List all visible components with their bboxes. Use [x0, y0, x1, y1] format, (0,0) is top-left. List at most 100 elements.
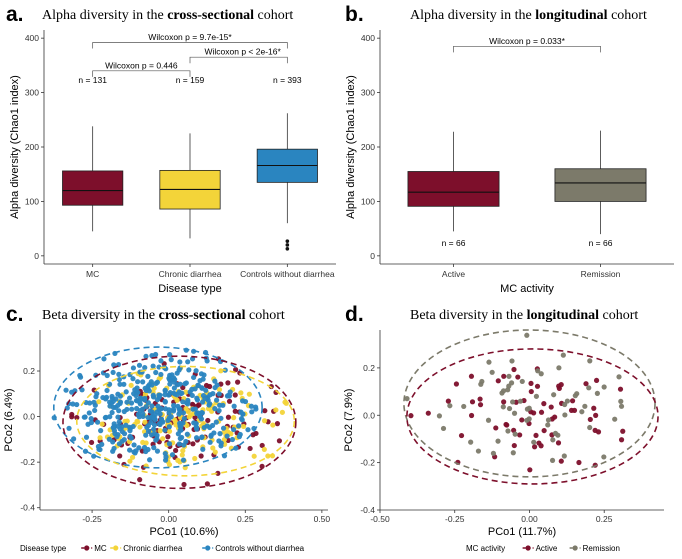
point-controls-without-diarrhea	[109, 409, 115, 416]
point-controls-without-diarrhea	[162, 398, 168, 405]
point-mc	[232, 408, 238, 414]
y-tick-label: -0.4	[360, 505, 375, 515]
point-chronic-diarrhea	[180, 448, 186, 454]
point-active	[533, 432, 539, 439]
point-controls-without-diarrhea	[77, 372, 83, 379]
point-controls-without-diarrhea	[130, 376, 136, 382]
point-active	[538, 443, 544, 449]
legend-swatch	[205, 545, 211, 551]
point-controls-without-diarrhea	[116, 441, 123, 447]
ellipse-remission	[403, 329, 656, 478]
x-tick-label: 0.00	[160, 514, 177, 524]
legend-title: Disease type	[20, 544, 67, 553]
point-controls-without-diarrhea	[111, 445, 117, 452]
point-controls-without-diarrhea	[199, 434, 205, 441]
y-axis-title: Alpha diversity (Chao1 index)	[9, 75, 21, 219]
point-controls-without-diarrhea	[172, 391, 178, 397]
point-controls-without-diarrhea	[198, 371, 205, 377]
y-tick-label: 300	[25, 88, 39, 98]
point-remission	[562, 412, 568, 418]
point-chronic-diarrhea	[175, 457, 181, 463]
point-mc	[205, 417, 211, 424]
point-active	[408, 413, 414, 419]
point-controls-without-diarrhea	[110, 369, 116, 376]
comparison-bracket	[453, 45, 601, 53]
y-tick-label: 100	[361, 196, 375, 206]
point-controls-without-diarrhea	[253, 404, 259, 410]
point-remission	[526, 405, 532, 411]
point-mc	[225, 380, 231, 386]
point-active	[595, 429, 602, 435]
point-controls-without-diarrhea	[245, 427, 251, 433]
point-controls-without-diarrhea	[208, 433, 214, 439]
point-active	[477, 402, 484, 408]
point-active	[425, 410, 431, 416]
point-controls-without-diarrhea	[158, 358, 164, 364]
point-controls-without-diarrhea	[92, 407, 98, 414]
panel-b-boxplot: 0 100 200 300 400 Active Remission MC activity A…	[345, 30, 674, 295]
point-controls-without-diarrhea	[199, 385, 205, 391]
point-controls-without-diarrhea	[111, 362, 117, 368]
point-remission	[461, 403, 467, 410]
point-controls-without-diarrhea	[115, 414, 121, 420]
ellipse-active	[406, 348, 659, 485]
point-mc	[137, 477, 143, 483]
point-controls-without-diarrhea	[194, 395, 200, 401]
y-tick-label: 0	[34, 251, 39, 261]
point-controls-without-diarrhea	[225, 392, 231, 399]
point-remission	[618, 398, 624, 404]
point-controls-without-diarrhea	[149, 409, 155, 415]
point-active	[558, 458, 564, 464]
x-tick-label: Controls without diarrhea	[240, 269, 335, 279]
point-chronic-diarrhea	[221, 429, 227, 435]
point-controls-without-diarrhea	[93, 372, 99, 378]
legend-label: Controls without diarrhea	[215, 544, 304, 553]
point-mc	[204, 481, 210, 487]
point-mc	[198, 453, 204, 459]
point-controls-without-diarrhea	[166, 410, 172, 416]
point-mc	[117, 453, 123, 459]
point-remission	[545, 417, 552, 423]
point-controls-without-diarrhea	[174, 370, 180, 376]
point-remission	[586, 385, 592, 391]
point-controls-without-diarrhea	[192, 406, 199, 412]
x-axis-title: PCo1 (10.6%)	[149, 526, 218, 538]
point-remission	[440, 425, 447, 432]
point-mc	[181, 481, 187, 488]
point-remission	[506, 373, 512, 379]
y-tick-label: 0.0	[363, 410, 375, 420]
legend-label: Active	[536, 544, 558, 553]
point-remission	[524, 332, 530, 338]
x-tick-label: 0.25	[596, 514, 613, 524]
point-chronic-diarrhea	[251, 453, 257, 459]
point-controls-without-diarrhea	[214, 397, 220, 403]
point-remission	[447, 403, 453, 409]
y-tick-label: 0	[370, 251, 375, 261]
point-active	[453, 381, 460, 387]
point-controls-without-diarrhea	[149, 403, 155, 409]
point-controls-without-diarrhea	[162, 457, 169, 463]
point-controls-without-diarrhea	[176, 441, 182, 447]
point-controls-without-diarrhea	[135, 389, 141, 396]
point-controls-without-diarrhea	[127, 428, 133, 434]
point-controls-without-diarrhea	[153, 380, 159, 386]
point-controls-without-diarrhea	[111, 427, 118, 434]
point-controls-without-diarrhea	[186, 367, 192, 373]
x-tick-label: Remission	[581, 269, 621, 279]
point-mc	[207, 383, 213, 390]
point-mc	[189, 401, 196, 407]
point-active	[587, 416, 593, 423]
point-remission	[601, 454, 607, 460]
point-remission	[555, 432, 561, 438]
point-controls-without-diarrhea	[193, 424, 200, 431]
point-controls-without-diarrhea	[169, 452, 176, 458]
point-controls-without-diarrhea	[88, 416, 94, 422]
point-remission	[475, 448, 482, 454]
y-tick-label: 200	[25, 142, 39, 152]
point-controls-without-diarrhea	[177, 435, 183, 442]
point-controls-without-diarrhea	[145, 446, 151, 453]
point-chronic-diarrhea	[261, 446, 267, 453]
y-tick-label: -0.4	[20, 503, 35, 513]
x-tick-label: 0.50	[314, 514, 331, 524]
y-tick-label: 400	[361, 33, 375, 43]
